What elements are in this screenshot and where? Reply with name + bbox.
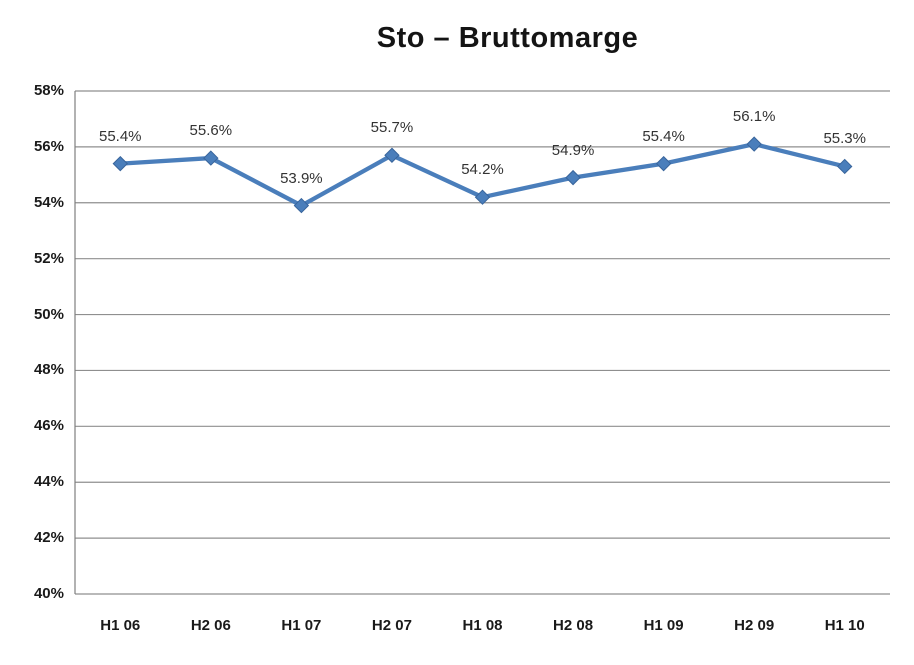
data-point-marker — [112, 155, 128, 172]
data-point-marker — [837, 158, 853, 175]
chart-title: Sto – Bruttomarge — [376, 22, 639, 54]
x-tick-label: H1 07 — [281, 617, 322, 634]
x-tick-label: H1 08 — [462, 617, 503, 634]
data-label: 55.3% — [823, 130, 866, 148]
data-label: 55.4% — [98, 127, 142, 145]
data-point-marker — [293, 197, 310, 214]
y-tick-label: 44% — [33, 473, 64, 491]
y-tick-label: 46% — [33, 417, 64, 435]
x-tick-label: H1 06 — [100, 617, 141, 634]
data-label: 53.9% — [280, 169, 323, 187]
y-tick-label: 56% — [33, 137, 64, 155]
x-tick-label: H1 09 — [643, 617, 684, 634]
y-tick-label: 58% — [33, 82, 64, 99]
data-point-marker — [565, 169, 581, 186]
data-point-marker — [655, 155, 672, 172]
x-tick-label: H2 07 — [371, 617, 412, 634]
data-label: 55.6% — [189, 122, 233, 140]
x-tick-label: H2 09 — [734, 617, 775, 634]
data-label: 55.7% — [370, 119, 414, 137]
y-tick-label: 54% — [33, 193, 64, 211]
x-tick-label: H2 08 — [553, 617, 594, 634]
y-tick-label: 42% — [33, 529, 64, 547]
data-label: 56.1% — [732, 108, 776, 126]
data-label: 54.9% — [551, 141, 595, 159]
data-label: 55.4% — [642, 127, 685, 145]
x-tick-label: H1 10 — [824, 617, 865, 634]
data-point-marker — [203, 150, 219, 166]
data-point-marker — [746, 136, 762, 152]
y-tick-label: 40% — [33, 585, 64, 602]
y-tick-label: 50% — [33, 305, 64, 323]
y-tick-label: 52% — [33, 249, 64, 267]
data-point-marker — [384, 147, 400, 163]
y-tick-label: 48% — [33, 361, 64, 379]
data-point-marker — [474, 189, 491, 205]
data-label: 54.2% — [461, 161, 504, 179]
x-tick-label: H2 06 — [190, 617, 231, 634]
